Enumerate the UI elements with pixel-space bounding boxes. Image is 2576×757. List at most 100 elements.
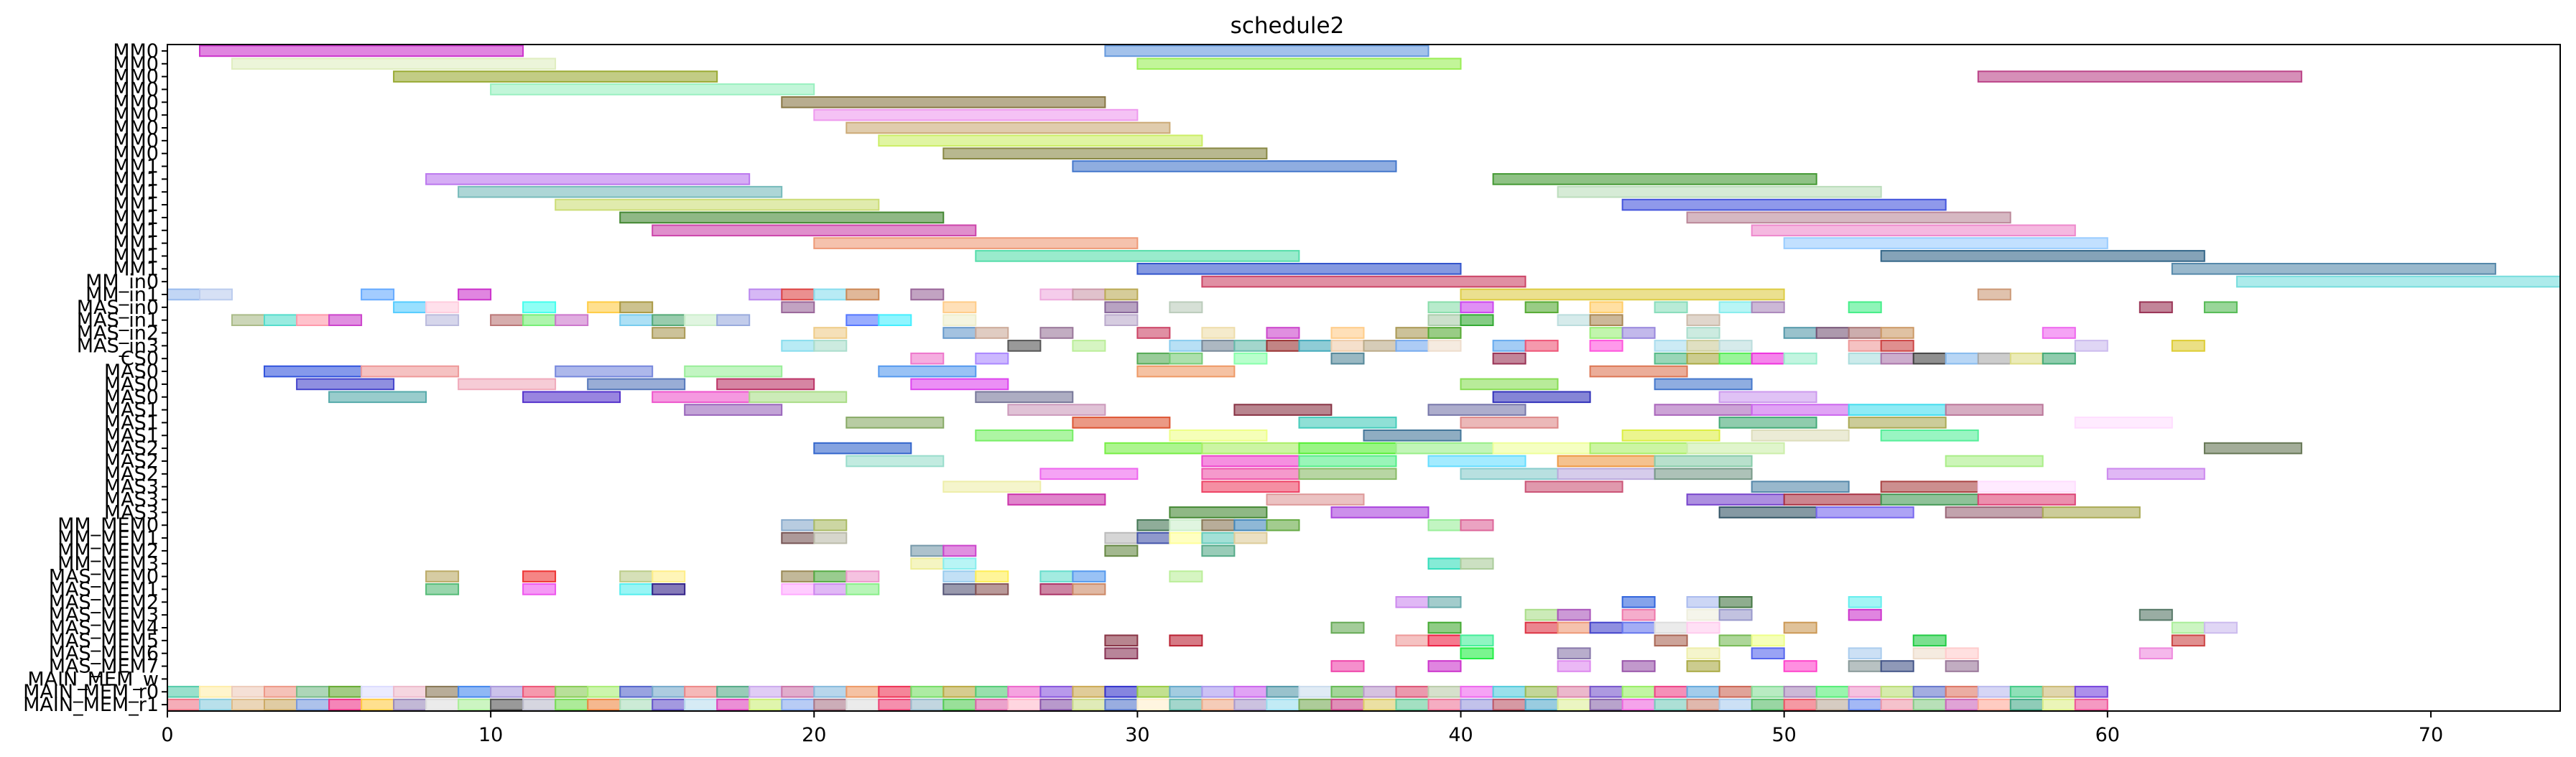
row-label: MM1	[113, 194, 159, 216]
task-bar	[522, 685, 557, 698]
task-bar	[975, 685, 1009, 698]
task-bar	[716, 314, 751, 326]
task-bar	[942, 698, 977, 711]
row-label: MM1	[113, 156, 159, 178]
task-bar	[1880, 429, 1979, 442]
task-bar	[1427, 519, 1462, 531]
task-bar	[1718, 608, 1753, 621]
task-bar	[813, 442, 912, 455]
task-bar	[975, 698, 1009, 711]
row-label: MAS0	[104, 361, 159, 383]
row-label: MAIN_MEM_r1	[23, 694, 159, 716]
task-bar	[1427, 660, 1462, 672]
task-bar	[1460, 685, 1494, 698]
task-bar	[296, 698, 330, 711]
task-bar	[167, 288, 200, 301]
task-bar	[1007, 404, 1106, 416]
task-bar	[1945, 647, 1979, 660]
task-bar	[522, 301, 557, 314]
task-bar	[1815, 685, 1850, 698]
task-bar	[1136, 685, 1171, 698]
task-bar	[1557, 608, 1591, 621]
task-bar	[231, 314, 265, 326]
task-bar	[1427, 327, 1462, 339]
row-label: MAS_in0	[77, 297, 159, 319]
task-bar	[813, 685, 848, 698]
task-bar	[1492, 391, 1591, 404]
task-bar	[1330, 698, 1365, 711]
task-bar	[652, 570, 686, 582]
task-bar	[1169, 506, 1268, 519]
task-bar	[425, 301, 460, 314]
task-bar	[1977, 493, 2076, 506]
task-bar	[1427, 301, 1462, 314]
task-bar	[1783, 698, 1817, 711]
task-bar	[845, 570, 880, 582]
task-bar	[425, 583, 460, 595]
task-bar	[781, 698, 815, 711]
task-bar	[845, 455, 945, 468]
task-bar	[2171, 340, 2205, 352]
task-bar	[1460, 519, 1494, 531]
task-bar	[1621, 621, 1656, 634]
task-bar	[1363, 685, 1397, 698]
task-bar	[1945, 506, 2044, 519]
task-bar	[1201, 480, 1300, 493]
task-bar	[1686, 493, 1785, 506]
task-bar	[1039, 327, 1074, 339]
task-bar	[1880, 698, 1914, 711]
chart-title: schedule2	[1231, 13, 1345, 39]
task-bar	[1654, 468, 1753, 480]
task-bar	[1621, 596, 1656, 608]
task-bar	[845, 121, 1171, 134]
task-bar	[910, 557, 945, 570]
task-bar	[1621, 698, 1656, 711]
task-bar	[1686, 647, 1720, 660]
task-bar	[975, 570, 1009, 582]
task-bar	[1169, 429, 1268, 442]
task-bar	[813, 698, 848, 711]
task-bar	[1557, 660, 1591, 672]
task-bar	[231, 698, 265, 711]
task-bar	[587, 378, 686, 391]
task-bar	[1848, 608, 1882, 621]
task-bar	[1654, 378, 1753, 391]
task-bar	[490, 83, 815, 96]
task-bar	[199, 288, 233, 301]
task-bar	[2009, 698, 2044, 711]
task-bar	[1460, 647, 1494, 660]
task-bar	[1395, 698, 1430, 711]
task-bar	[1751, 634, 1785, 647]
task-bar	[813, 519, 848, 531]
task-bar	[1363, 698, 1397, 711]
task-bar	[1524, 301, 1559, 314]
task-bar	[1395, 327, 1430, 339]
task-bar	[1136, 352, 1171, 365]
task-bar	[1686, 340, 1720, 352]
task-bar	[1557, 468, 1656, 480]
task-bar	[1977, 288, 2011, 301]
task-bar	[264, 698, 297, 711]
task-bar	[2139, 301, 2173, 314]
task-bar	[2074, 698, 2108, 711]
task-bar	[749, 698, 783, 711]
task-bar	[652, 224, 977, 237]
row-label: MAS1	[104, 412, 159, 434]
task-bar	[1298, 417, 1397, 429]
task-bar	[781, 583, 815, 595]
task-bar	[2236, 275, 2561, 288]
row-label: MM_MEM0	[57, 514, 159, 537]
task-bar	[684, 365, 783, 378]
task-bar	[1169, 340, 1203, 352]
x-tick-label: 40	[1448, 724, 1473, 746]
task-bar	[942, 327, 977, 339]
row-label: MAS1	[104, 399, 159, 422]
task-bar	[1686, 621, 1720, 634]
task-bar	[1686, 596, 1720, 608]
task-bar	[2106, 468, 2205, 480]
task-bar	[2203, 621, 2238, 634]
task-bar	[1848, 417, 1947, 429]
task-bar	[1557, 647, 1591, 660]
task-bar	[1201, 275, 1526, 288]
task-bar	[425, 570, 460, 582]
